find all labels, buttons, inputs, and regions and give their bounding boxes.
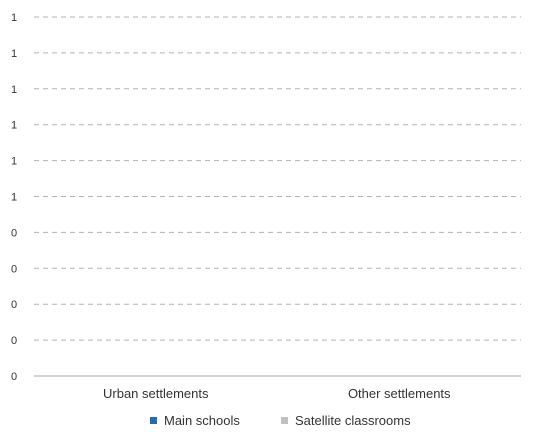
legend-label: Main schools <box>164 413 240 428</box>
y-tick-label: 0 <box>11 299 17 311</box>
y-tick-label: 0 <box>11 335 17 347</box>
x-category-label: Urban settlements <box>103 386 209 401</box>
y-tick-label: 0 <box>11 263 17 275</box>
legend-label: Satellite classrooms <box>295 413 411 428</box>
legend-swatch <box>150 417 157 424</box>
y-tick-label: 1 <box>11 156 17 168</box>
x-category-label: Other settlements <box>348 386 451 401</box>
y-tick-label: 1 <box>11 48 17 60</box>
y-tick-label: 0 <box>11 371 17 383</box>
y-tick-label: 1 <box>11 192 17 204</box>
y-tick-label: 0 <box>11 227 17 239</box>
y-tick-label: 1 <box>11 84 17 96</box>
y-tick-label: 1 <box>11 120 17 132</box>
y-tick-label: 1 <box>11 12 17 24</box>
legend-swatch <box>281 417 288 424</box>
